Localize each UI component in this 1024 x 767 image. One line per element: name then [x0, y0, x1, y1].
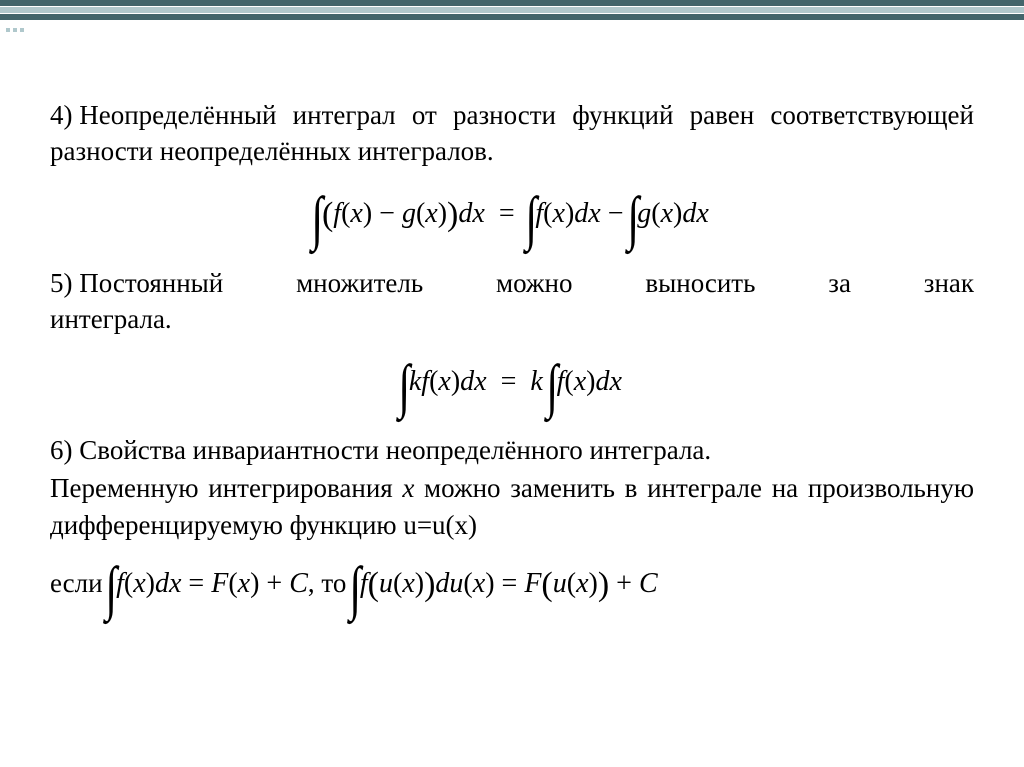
item-4-text: 4) Неопределённый интеграл от разности ф… [50, 97, 974, 170]
item-6-formula: если ∫ f(x)dx = F(x) + C, то ∫ f(u(x))du… [50, 553, 974, 615]
slide-content: 4) Неопределённый интеграл от разности ф… [0, 22, 1024, 655]
item-5-number: 5) [50, 268, 73, 298]
item-4-formula: ∫ (f(x) − g(x))dx = ∫ f(x)dx − ∫ g(x)dx [50, 184, 974, 245]
header-dots [6, 28, 24, 32]
header-stripes [0, 0, 1024, 22]
item-4-body: Неопределённый интеграл от разности функ… [50, 100, 974, 166]
header-stripe-3 [0, 14, 1024, 20]
item-5-formula: ∫ kf(x)dx = k ∫ f(x)dx [50, 352, 974, 412]
header-stripe-2 [0, 7, 1024, 13]
header-dot [6, 28, 10, 32]
item-6-number: 6) [50, 435, 73, 465]
item-5-text-line2: интеграла. [50, 301, 974, 337]
header-dot [20, 28, 24, 32]
item-6-title: 6) Свойства инвариантности неопределённо… [50, 432, 974, 468]
item-5-text-line1: 5) Постоянный множитель можно выносить з… [50, 265, 974, 301]
item-6-body: Переменную интегрирования x можно замени… [50, 470, 974, 543]
item-4-number: 4) [50, 100, 73, 130]
header-dot [13, 28, 17, 32]
header-stripe-1 [0, 0, 1024, 6]
